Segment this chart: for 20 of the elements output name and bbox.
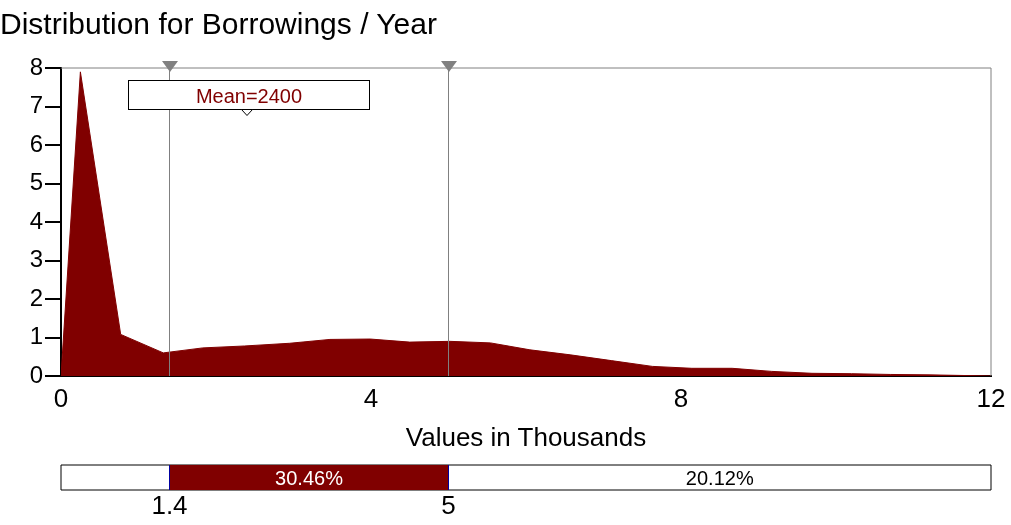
y-tick-label: 0 [29,360,43,388]
chart-title: Distribution for Borrowings / Year [0,7,437,41]
x-axis-title: Values in Thousands [405,421,647,452]
y-tick-label: 3 [29,245,43,273]
text: 20.12% [685,467,754,490]
y-tick-label: 6 [29,129,43,157]
y-tick-label: 8 [29,52,43,80]
y-tick-label: 7 [29,91,43,119]
y-tick-label: 5 [29,168,43,196]
x-tick-label: 8 [673,382,689,413]
y-tick-label: 4 [29,206,43,234]
text: 5 [441,490,456,521]
text: 1.4 [151,490,188,521]
x-tick-label: 4 [363,382,379,413]
x-tick-label: 0 [53,382,69,413]
x-tick-label: 12 [976,382,1006,413]
text: 30.46% [275,467,344,490]
y-tick-label: 1 [29,322,43,350]
label-box: Mean=2400 [128,80,370,110]
y-tick-label: 2 [29,283,43,311]
